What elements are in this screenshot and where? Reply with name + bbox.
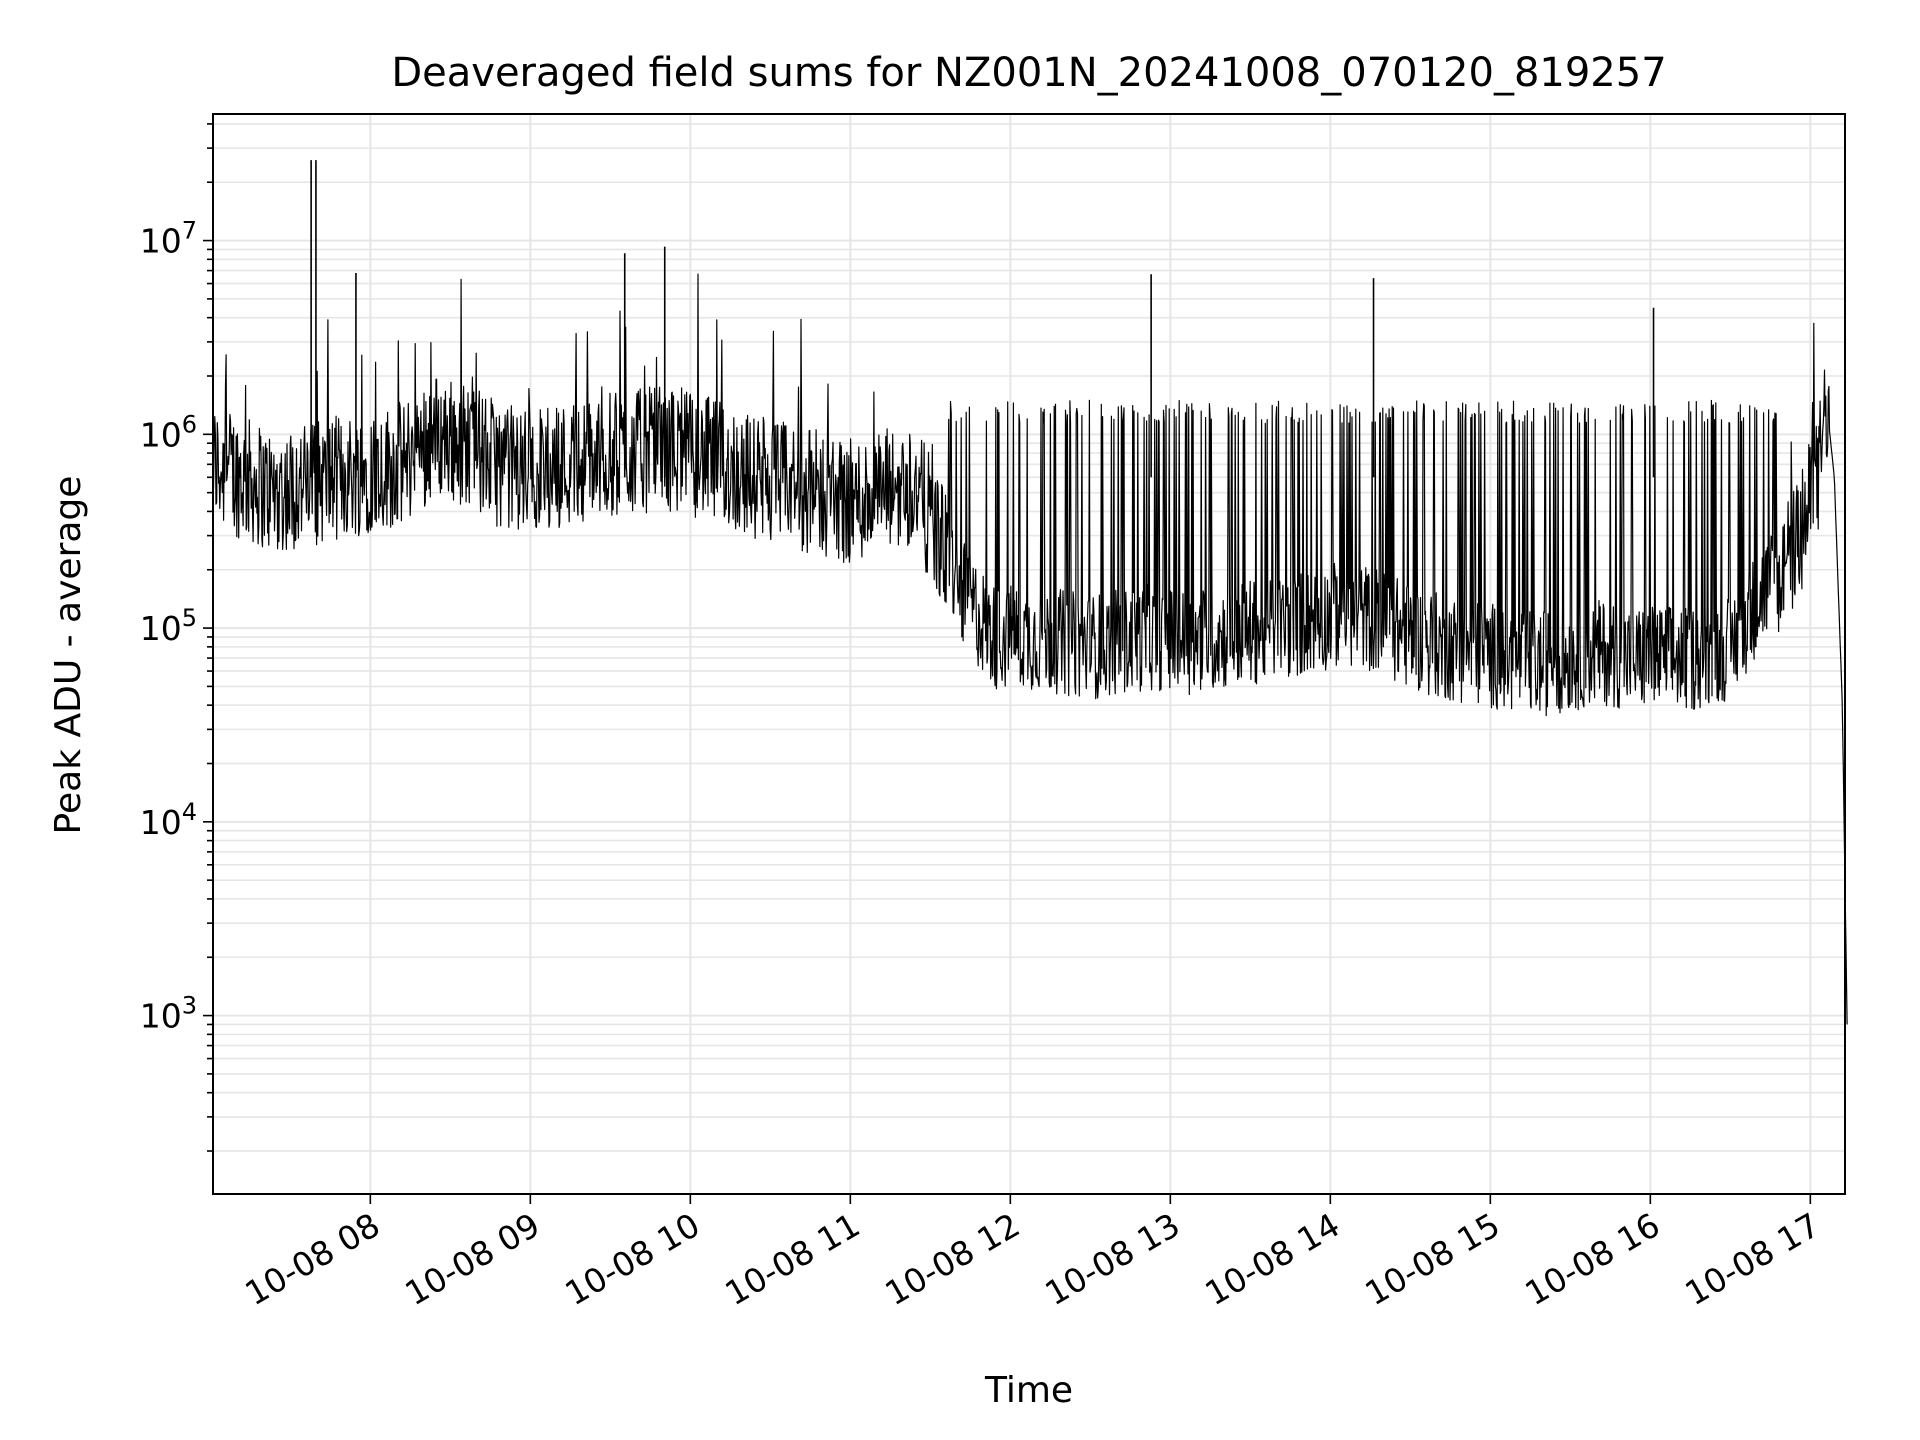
y-tick-label: 104 — [140, 798, 197, 842]
y-tick-label: 106 — [140, 410, 197, 454]
y-tick-label: 107 — [140, 217, 197, 261]
y-axis-title: Peak ADU - average — [48, 476, 89, 835]
x-axis-title: Time — [984, 1370, 1073, 1411]
data-series — [212, 160, 1848, 1025]
plot-frame — [212, 113, 1846, 1195]
grid-lines — [213, 114, 1845, 1194]
y-tick-label: 103 — [140, 992, 197, 1036]
chart-title: Deaveraged field sums for NZ001N_2024100… — [391, 50, 1666, 96]
y-tick-label: 105 — [140, 604, 197, 648]
series-line — [212, 273, 1848, 1025]
